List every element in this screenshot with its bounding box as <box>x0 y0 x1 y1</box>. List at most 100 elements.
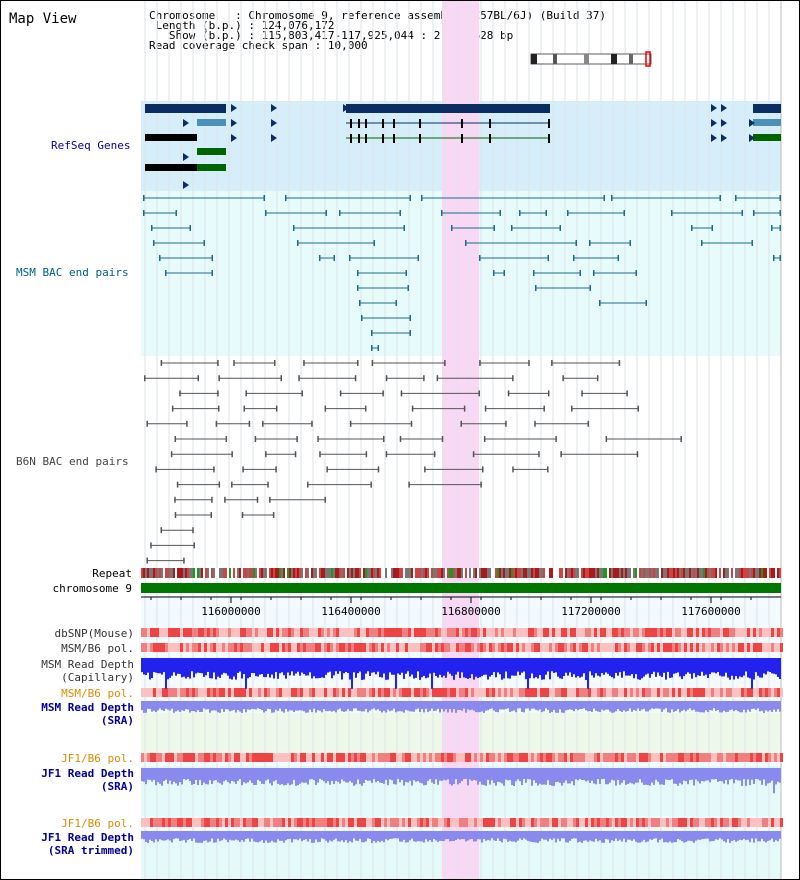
msm-read-depth-capillary-bar <box>341 658 343 680</box>
jf1-b6-pol-band <box>606 753 609 762</box>
repeat-element <box>635 568 637 578</box>
msm-read-depth-sra-bar <box>751 701 753 709</box>
track-label-msm-bac[interactable]: MSM BAC end pairs <box>16 266 129 279</box>
msm-b6-pol-band <box>681 643 684 652</box>
jf1-read-depth-sra-trimmed-bar <box>547 831 549 842</box>
b6n-bac-end <box>160 360 163 366</box>
jf1-read-depth-sra-trimmed-bar <box>775 831 777 841</box>
jf1-b6-pol-trim-band <box>603 818 606 827</box>
msm-read-depth-capillary-bar <box>649 658 651 678</box>
track-label-msm-read-depth-sra[interactable]: MSM Read Depth (SRA) <box>41 701 134 727</box>
repeat-element <box>625 568 627 578</box>
msm-read-depth-sra-bar <box>629 701 631 709</box>
jf1-b6-pol-band <box>270 753 273 762</box>
msm-read-depth-capillary-bar <box>435 658 437 676</box>
dbsnp-band <box>432 628 435 637</box>
jf1-b6-pol-band <box>429 753 432 762</box>
msm-b6-pol-band <box>444 643 447 652</box>
msm-read-depth-capillary-bar <box>433 658 435 673</box>
msm-read-depth-capillary-bar <box>167 658 169 680</box>
jf1-b6-pol-trim-band <box>549 818 552 827</box>
msm-b6-pol-band <box>564 643 567 652</box>
jf1-read-depth-sra-trimmed-bar <box>529 831 531 842</box>
msm-read-depth-sra-bar <box>261 701 263 711</box>
track-label-msm-b6-pol-2[interactable]: MSM/B6 pol. <box>61 687 134 700</box>
msm-b6-pol-band <box>240 643 243 652</box>
msm-b6-pol-sra-band <box>588 688 591 697</box>
dbsnp-band <box>549 628 552 637</box>
msm-b6-pol-band <box>300 643 303 652</box>
msm-b6-pol-band <box>429 643 432 652</box>
msm-b6-pol-sra-band <box>591 688 594 697</box>
jf1-b6-pol-band <box>507 753 510 762</box>
msm-read-depth-capillary-bar <box>469 658 471 679</box>
msm-b6-pol-band <box>720 643 723 652</box>
jf1-read-depth-sra-bar <box>153 768 155 780</box>
msm-read-depth-sra-bar <box>591 701 593 713</box>
track-label-msm-b6-pol-1[interactable]: MSM/B6 pol. <box>61 642 134 655</box>
jf1-read-depth-sra-bar <box>739 768 741 781</box>
track-label-b6n-bac[interactable]: B6N BAC end pairs <box>16 455 129 468</box>
msm-b6-pol-band <box>474 643 477 652</box>
track-label-msm-read-depth-cap[interactable]: MSM Read Depth (Capillary) <box>41 658 134 684</box>
msm-read-depth-capillary-bar <box>697 658 699 676</box>
msm-read-depth-sra-bar <box>405 701 407 710</box>
dbsnp-band <box>654 628 657 637</box>
repeat-element <box>307 568 309 578</box>
msm-read-depth-capillary-bar <box>145 658 147 676</box>
track-label-repeat: Repeat <box>92 567 132 580</box>
jf1-read-depth-sra-bar <box>589 768 591 784</box>
msm-read-depth-sra-bar <box>617 701 619 710</box>
repeat-element <box>587 568 589 578</box>
jf1-b6-pol-trim-band <box>675 818 678 827</box>
jf1-b6-pol-trim-band <box>441 818 444 827</box>
jf1-read-depth-sra-trimmed-bar <box>603 831 605 843</box>
jf1-b6-pol-band <box>231 753 234 762</box>
jf1-read-depth-sra-trimmed-bar <box>763 831 765 842</box>
msm-read-depth-capillary-bar <box>327 658 329 673</box>
jf1-b6-pol-trim-band <box>237 818 240 827</box>
jf1-read-depth-sra-bar <box>347 768 349 783</box>
dbsnp-band <box>465 628 468 637</box>
b6n-bac-end <box>463 405 466 412</box>
msm-b6-pol-band <box>156 643 159 652</box>
msm-read-depth-capillary-bar <box>563 658 565 677</box>
track-label-jf1-read-depth-sra-trimmed[interactable]: JF1 Read Depth (SRA trimmed) <box>41 831 134 857</box>
b6n-bac-end <box>174 512 177 518</box>
msm-bac-end <box>407 285 409 291</box>
track-label-jf1-b6-pol-1[interactable]: JF1/B6 pol. <box>61 752 134 765</box>
jf1-read-depth-sra-trimmed-bar <box>301 831 303 842</box>
msm-read-depth-sra-bar <box>431 701 433 709</box>
jf1-b6-pol-band <box>714 753 717 762</box>
msm-b6-pol-sra-band <box>270 688 273 697</box>
msm-b6-pol-sra-band <box>579 688 582 697</box>
msm-read-depth-sra-bar <box>573 701 575 712</box>
jf1-read-depth-sra-trimmed-bar <box>729 831 731 843</box>
jf1-read-depth-sra-bar <box>171 768 173 785</box>
msm-b6-pol-sra-band <box>675 688 678 697</box>
track-label-jf1-read-depth-sra[interactable]: JF1 Read Depth (SRA) <box>41 767 134 793</box>
jf1-read-depth-sra-trimmed-bar <box>179 831 181 842</box>
repeat-element <box>553 568 555 578</box>
jf1-b6-pol-trim-band <box>606 818 609 827</box>
jf1-b6-pol-trim-band <box>738 818 741 827</box>
repeat-element <box>369 568 371 578</box>
track-label-refseq[interactable]: RefSeq Genes <box>51 139 131 152</box>
msm-read-depth-sra-bar <box>489 701 491 709</box>
track-label-jf1-b6-pol-2[interactable]: JF1/B6 pol. <box>61 817 134 830</box>
jf1-read-depth-sra-bar <box>629 768 631 783</box>
track-label-dbsnp[interactable]: dbSNP(Mouse) <box>54 627 134 640</box>
msm-b6-pol-band <box>750 643 753 652</box>
repeat-element <box>581 568 583 578</box>
dbsnp-band <box>372 628 375 637</box>
msm-read-depth-sra-bar <box>183 701 185 712</box>
refseq-exon <box>548 119 550 128</box>
msm-b6-pol-band <box>441 643 444 652</box>
msm-read-depth-sra-bar <box>371 701 373 710</box>
msm-read-depth-sra-bar <box>513 701 515 711</box>
msm-b6-pol-band <box>759 643 762 652</box>
repeat-element <box>669 568 671 578</box>
jf1-b6-pol-trim-band <box>414 818 417 827</box>
dbsnp-band <box>600 628 603 637</box>
